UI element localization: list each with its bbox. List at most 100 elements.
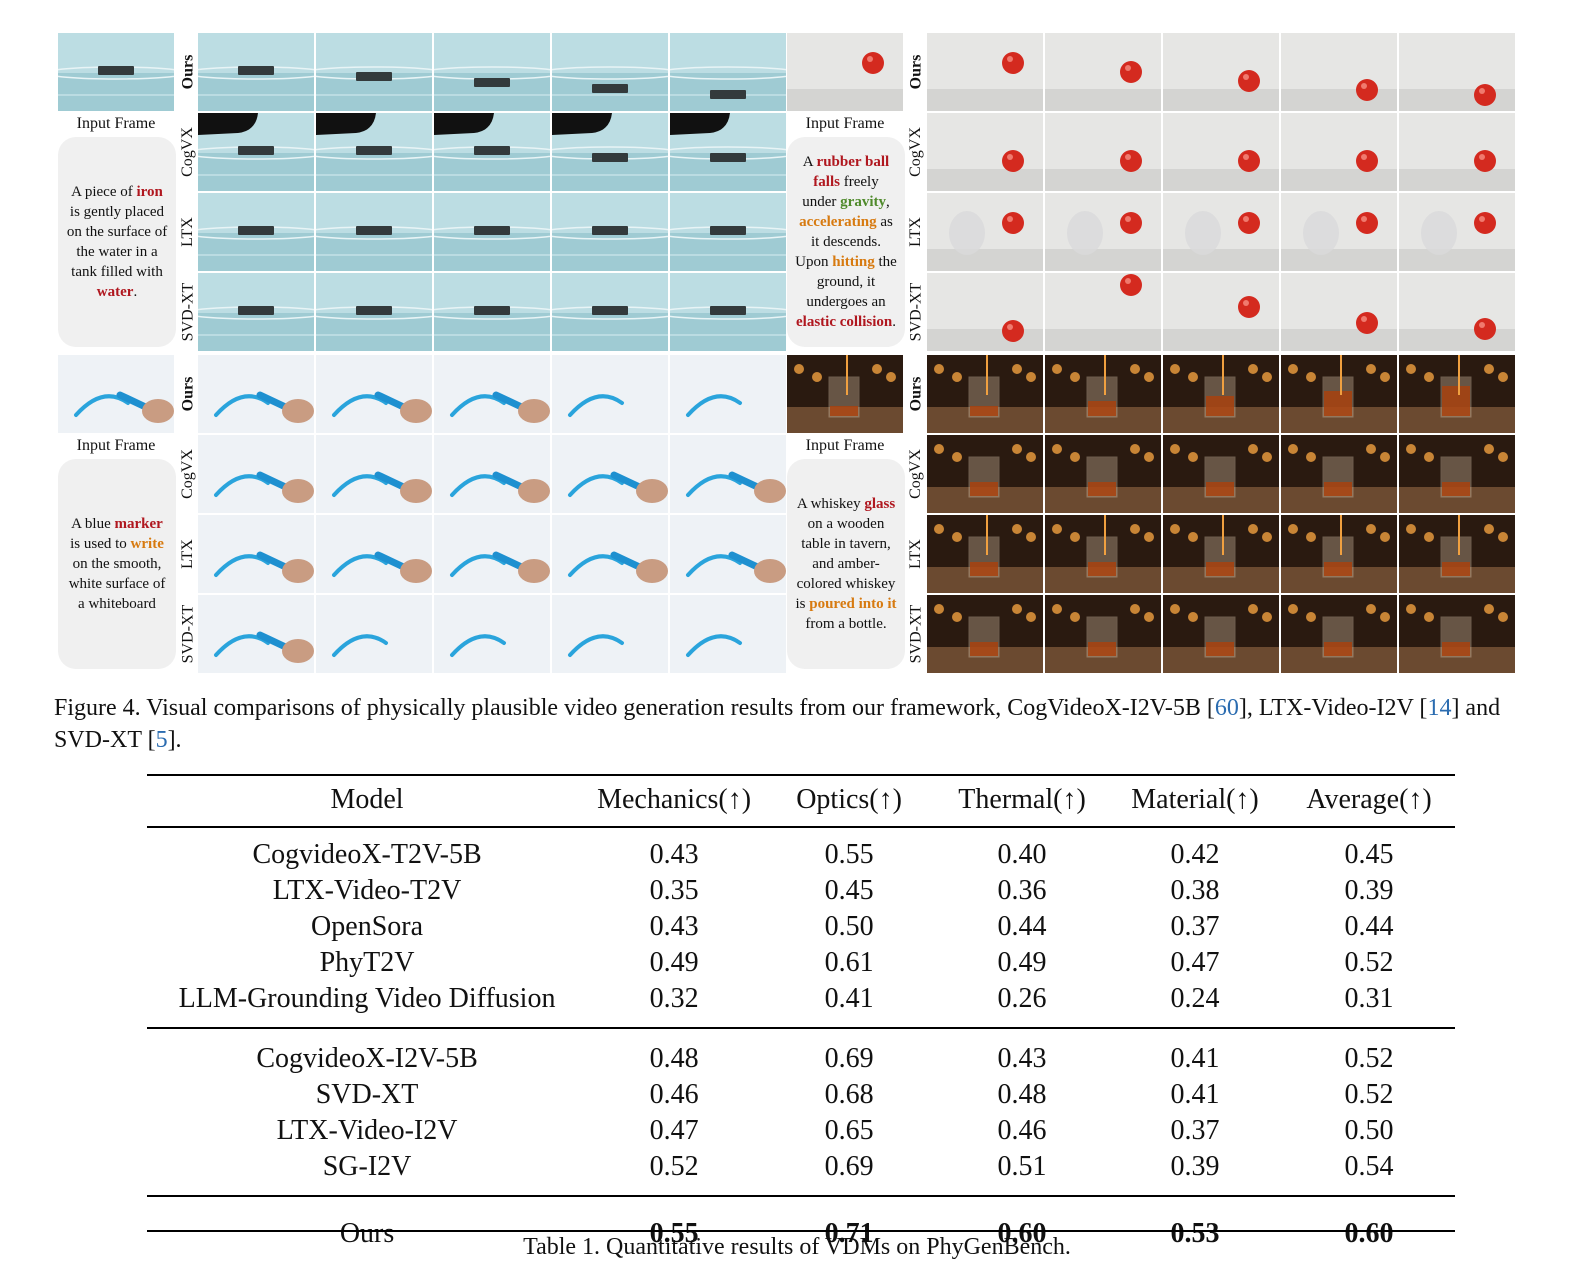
row-label-text: LTX [907, 539, 925, 569]
row-label-cogvx: CogVX [905, 435, 927, 513]
table-header-row: Model Mechanics(↑) Optics(↑) Thermal(↑) … [147, 775, 1455, 825]
citation-14[interactable]: 14 [1427, 695, 1452, 721]
generated-frame [1163, 355, 1279, 433]
score-cell: 0.55 [824, 839, 874, 870]
row-label-text: CogVX [907, 449, 924, 499]
input-frame-image [58, 33, 174, 111]
score-cell: 0.31 [1344, 983, 1394, 1014]
text-prompt: A rubber ball falls freely under gravity… [787, 137, 905, 347]
figure-4: Input Frame A piece of iron is gently pla… [58, 33, 1515, 673]
prompt-fragment: as it descends. Upon [795, 214, 893, 270]
prompt-fragment: the ground, it undergoes an [806, 254, 897, 310]
generated-frame [198, 33, 314, 111]
prompt-fragment: gravity [840, 194, 886, 210]
score-cell: 0.52 [649, 1151, 699, 1182]
prompt-fragment: write [130, 536, 164, 552]
header-thermal: Thermal(↑) [958, 784, 1086, 815]
prompt-fragment: marker [114, 516, 163, 532]
score-cell: 0.38 [1170, 875, 1220, 906]
score-cell: 0.43 [649, 911, 699, 942]
score-cell: 0.47 [1170, 947, 1220, 978]
generated-frame [552, 515, 668, 593]
model-name-cell: SG-I2V [322, 1151, 412, 1182]
text-prompt: A whiskey glass on a wooden table in tav… [787, 459, 905, 669]
score-cell: 0.24 [1170, 983, 1220, 1014]
score-cell: 0.40 [997, 839, 1047, 870]
generated-frame [434, 435, 550, 513]
generated-frame [1045, 595, 1161, 673]
generated-frame [434, 113, 550, 191]
generated-frame [1281, 113, 1397, 191]
row-label-text: Ours [179, 376, 197, 412]
generated-frame [1045, 355, 1161, 433]
generated-frame [1163, 435, 1279, 513]
model-name-cell: OpenSora [311, 911, 424, 942]
row-label-text: Ours [179, 54, 197, 90]
score-cell: 0.48 [997, 1079, 1047, 1110]
generated-frame [670, 273, 786, 351]
table-row: SVD-XT 0.46 0.68 0.48 0.41 0.52 [147, 1077, 1455, 1113]
score-cell: 0.39 [1170, 1151, 1220, 1182]
input-frame-label: Input Frame [76, 115, 156, 132]
score-cell: 0.51 [997, 1151, 1047, 1182]
row-label-ours: Ours [905, 355, 927, 433]
caption-text: ], LTX-Video-I2V [ [1238, 695, 1428, 721]
generated-frame [434, 355, 550, 433]
input-frame-image [787, 355, 903, 433]
row-label-svd-xt: SVD-XT [905, 273, 927, 351]
generated-frame [927, 355, 1043, 433]
generated-frame [670, 113, 786, 191]
table-row: CogvideoX-I2V-5B 0.48 0.69 0.43 0.41 0.52 [147, 1027, 1455, 1077]
citation-5[interactable]: 5 [155, 727, 168, 753]
generated-frame [316, 193, 432, 271]
table-row: PhyT2V 0.49 0.61 0.49 0.47 0.52 [147, 945, 1455, 981]
generated-frame [670, 595, 786, 673]
score-cell: 0.41 [824, 983, 874, 1014]
generated-frame [316, 33, 432, 111]
prompt-fragment: , [885, 194, 890, 210]
generated-frame [316, 273, 432, 351]
generated-frame [1045, 515, 1161, 593]
score-cell: 0.50 [1344, 1115, 1394, 1146]
prompt-fragment: iron [136, 184, 163, 200]
row-label-svd-xt: SVD-XT [177, 273, 199, 351]
prompt-fragment: elastic collision [796, 314, 893, 330]
row-label-text: LTX [179, 539, 197, 569]
row-label-cogvx: CogVX [177, 435, 199, 513]
citation-60[interactable]: 60 [1214, 695, 1239, 721]
generated-frame [316, 515, 432, 593]
table-bottom-rule [147, 1230, 1455, 1232]
score-cell: 0.45 [824, 875, 874, 906]
model-name-cell: LLM-Grounding Video Diffusion [178, 983, 556, 1014]
score-cell: 0.65 [824, 1115, 874, 1146]
row-label-text: Ours [907, 376, 925, 412]
prompt-fragment: A blue [71, 516, 115, 532]
generated-frame [1399, 595, 1515, 673]
generated-frame [927, 113, 1043, 191]
generated-frame [434, 515, 550, 593]
score-cell: 0.69 [824, 1151, 874, 1182]
generated-frame [1399, 515, 1515, 593]
row-label-ours: Ours [177, 355, 199, 433]
generated-frame [1399, 355, 1515, 433]
row-label-ours: Ours [177, 33, 199, 111]
prompt-fragment: hitting [832, 254, 875, 270]
generated-frame [1281, 193, 1397, 271]
table-caption: Table 1. Quantitative results of VDMs on… [523, 1234, 1071, 1260]
generated-frame [927, 33, 1043, 111]
generated-frame [198, 113, 314, 191]
score-cell: 0.46 [997, 1115, 1047, 1146]
table-top-rule [147, 774, 1455, 776]
table-row: LLM-Grounding Video Diffusion 0.32 0.41 0.2… [147, 981, 1455, 1028]
generated-frame [552, 33, 668, 111]
score-cell: 0.42 [1170, 839, 1220, 870]
score-cell: 0.61 [824, 947, 874, 978]
score-cell: 0.37 [1170, 911, 1220, 942]
generated-frame [552, 435, 668, 513]
generated-frame [198, 595, 314, 673]
generated-frame [198, 355, 314, 433]
header-mechanics: Mechanics(↑) [597, 784, 752, 815]
generated-frame [1281, 273, 1397, 351]
prompt-fragment: . [892, 314, 896, 330]
score-cell: 0.47 [649, 1115, 699, 1146]
